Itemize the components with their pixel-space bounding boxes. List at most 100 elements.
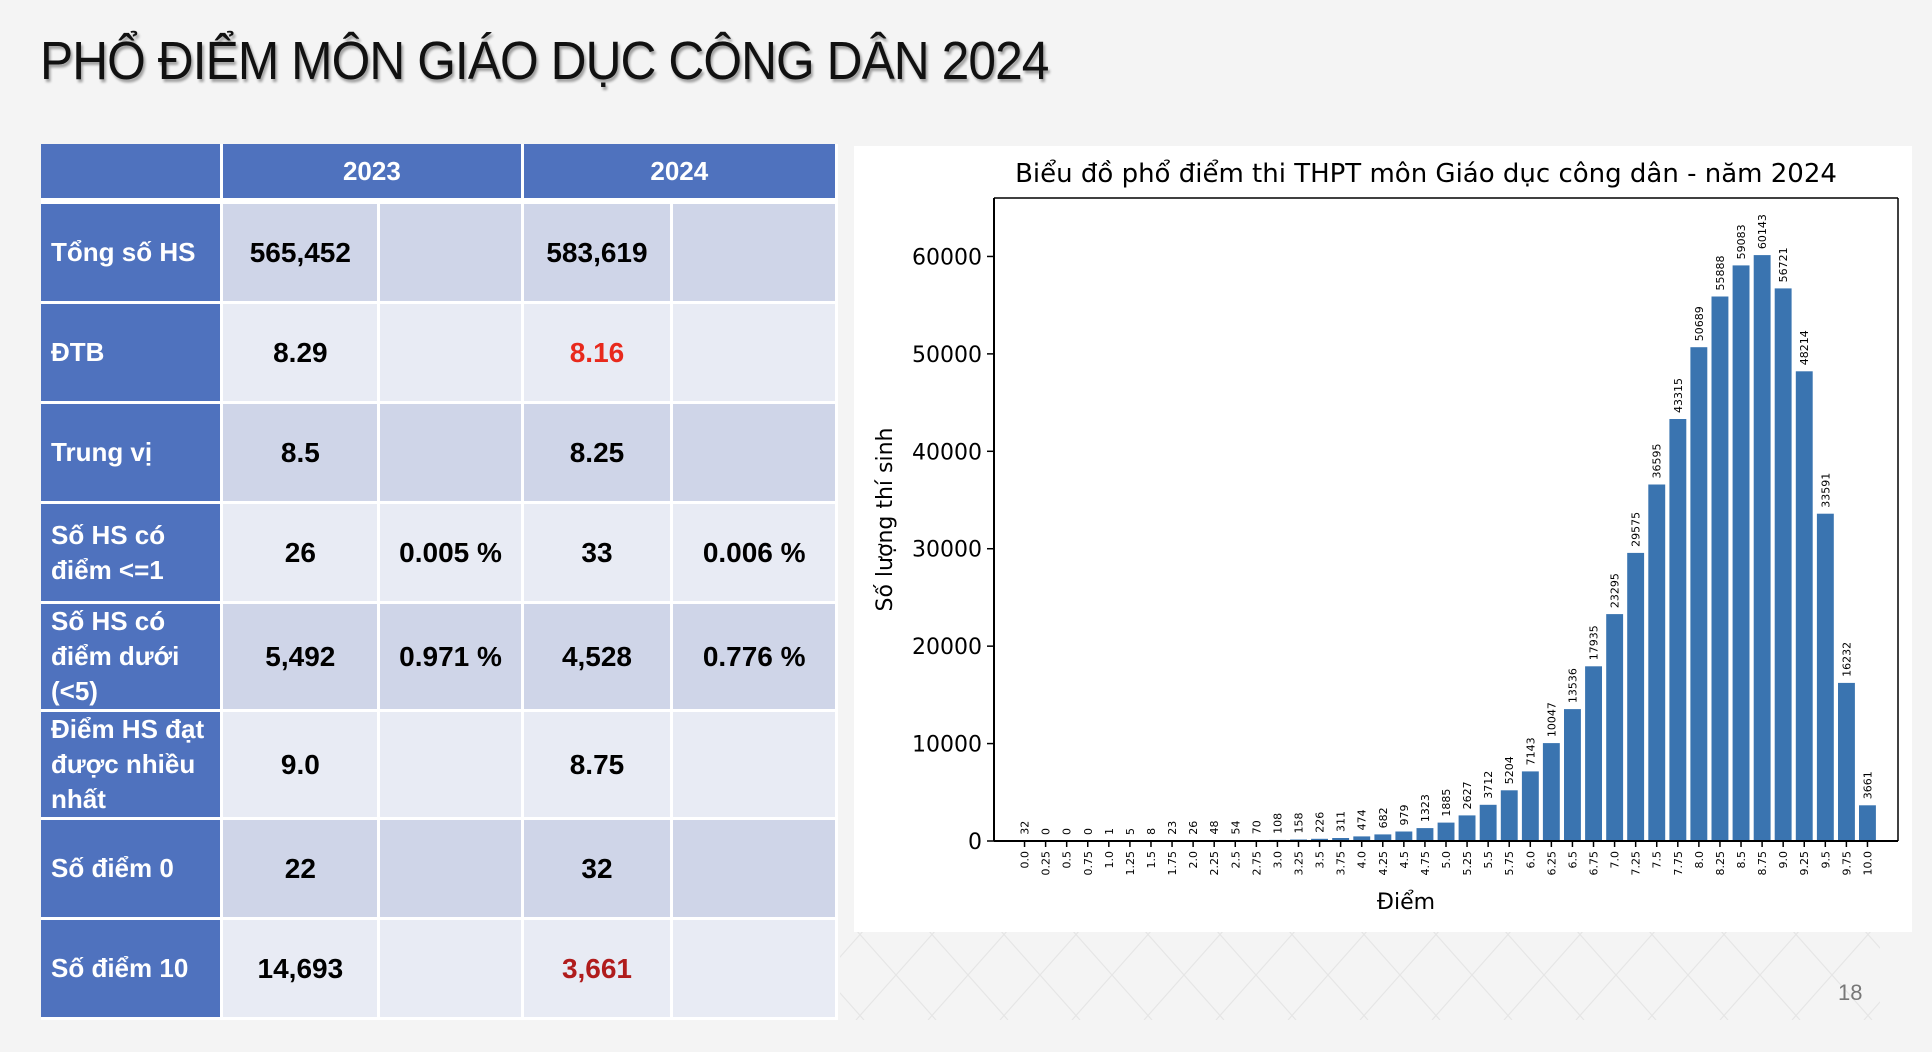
x-tick-label: 0.75 xyxy=(1082,851,1095,876)
bar-value-label: 0 xyxy=(1061,828,1074,835)
x-tick-label: 4.25 xyxy=(1377,851,1390,876)
bar-value-label: 5204 xyxy=(1503,756,1516,784)
bar xyxy=(1585,666,1602,841)
bar xyxy=(1542,743,1560,841)
bar xyxy=(1753,255,1771,842)
bar xyxy=(1458,815,1476,841)
percent-2023 xyxy=(380,920,524,1020)
bar-value-label: 3661 xyxy=(1862,771,1875,799)
bar-value-label: 23 xyxy=(1166,821,1179,835)
row-label: ĐTB xyxy=(41,304,224,404)
x-tick-label: 3.75 xyxy=(1335,851,1348,876)
bar-value-label: 17935 xyxy=(1588,625,1601,660)
x-tick-label: 6.25 xyxy=(1545,851,1558,876)
x-tick-label: 7.25 xyxy=(1630,851,1643,876)
value-2023: 8.5 xyxy=(223,404,381,504)
x-tick-label: 2.25 xyxy=(1208,851,1221,876)
x-tick-label: 3.25 xyxy=(1293,851,1306,876)
x-tick-label: 5.25 xyxy=(1461,851,1474,876)
percent-2024 xyxy=(673,404,838,504)
x-tick-label: 6.5 xyxy=(1566,851,1579,869)
row-label: Tổng số HS xyxy=(41,204,224,304)
bar-value-label: 32 xyxy=(1019,821,1032,835)
chart-panel: Biểu đồ phổ điểm thi THPT môn Giáo dục c… xyxy=(854,146,1912,932)
x-tick-label: 3.5 xyxy=(1314,851,1327,869)
bar-value-label: 2627 xyxy=(1461,781,1474,809)
bar xyxy=(1627,552,1645,841)
x-tick-label: 1.25 xyxy=(1124,851,1137,876)
bar xyxy=(1416,828,1434,841)
table-row: Số điểm 10 14,693 3,661 xyxy=(41,920,838,1020)
score-distribution-chart: Biểu đồ phổ điểm thi THPT môn Giáo dục c… xyxy=(873,158,1899,915)
y-tick-label: 40000 xyxy=(912,440,982,465)
value-2023: 26 xyxy=(223,504,381,604)
value-2024: 33 xyxy=(523,504,674,604)
value-2023: 5,492 xyxy=(223,604,381,712)
bar xyxy=(1690,347,1708,841)
bar-value-label: 26 xyxy=(1187,821,1200,835)
bar-value-label: 16232 xyxy=(1840,642,1853,677)
percent-2023 xyxy=(380,304,524,404)
bar-value-label: 10047 xyxy=(1545,702,1558,737)
x-tick-label: 6.75 xyxy=(1588,851,1601,876)
bar-value-label: 13536 xyxy=(1566,668,1579,703)
bar-value-label: 0 xyxy=(1040,828,1053,835)
table-row: Trung vị 8.5 8.25 xyxy=(41,404,838,504)
y-tick-label: 60000 xyxy=(912,245,982,270)
x-tick-label: 7.5 xyxy=(1651,851,1664,869)
table-row: Điểm HS đạt được nhiều nhất 9.0 8.75 xyxy=(41,712,838,820)
bar-value-label: 108 xyxy=(1271,813,1284,834)
value-2023: 565,452 xyxy=(223,204,381,304)
x-tick-label: 9.25 xyxy=(1798,851,1811,876)
row-label: Điểm HS đạt được nhiều nhất xyxy=(41,712,224,820)
bar xyxy=(1795,371,1813,841)
bar-value-label: 23295 xyxy=(1609,573,1622,608)
bar-value-label: 1 xyxy=(1103,828,1116,835)
header-2023: 2023 xyxy=(223,144,524,204)
bar-value-label: 59083 xyxy=(1735,224,1748,259)
bar-value-label: 29575 xyxy=(1630,512,1643,547)
table-row: Số HS có điểm <=1 26 0.005 % 33 0.006 % xyxy=(41,504,838,604)
x-tick-label: 4.0 xyxy=(1356,851,1369,869)
bar-value-label: 70 xyxy=(1250,820,1263,834)
page-number: 18 xyxy=(1838,980,1863,1005)
percent-2023 xyxy=(380,820,524,920)
bar-value-label: 8 xyxy=(1145,828,1158,835)
bar xyxy=(1479,804,1497,841)
bar-value-label: 3712 xyxy=(1482,771,1495,799)
x-tick-label: 1.0 xyxy=(1103,851,1116,869)
bar xyxy=(1669,419,1687,841)
bar-value-label: 54 xyxy=(1229,821,1242,835)
bar xyxy=(1395,831,1413,841)
bar-value-label: 979 xyxy=(1398,805,1411,826)
x-tick-label: 9.5 xyxy=(1819,851,1832,869)
table-row: Tổng số HS 565,452 583,619 xyxy=(41,204,838,304)
value-2023: 8.29 xyxy=(223,304,381,404)
bar-value-label: 56721 xyxy=(1777,247,1790,282)
bar xyxy=(1859,805,1876,841)
bar-value-label: 158 xyxy=(1293,813,1306,834)
table-row: ĐTB 8.29 8.16 xyxy=(41,304,838,404)
background-lattice xyxy=(840,930,1880,1020)
table-row: Số điểm 0 22 32 xyxy=(41,820,838,920)
x-tick-label: 2.75 xyxy=(1250,851,1263,876)
x-tick-label: 0.25 xyxy=(1040,851,1053,876)
x-tick-label: 7.0 xyxy=(1609,851,1622,869)
x-tick-label: 5.0 xyxy=(1440,851,1453,869)
table-row: Số HS có điểm dưới (<5) 5,492 0.971 % 4,528… xyxy=(41,604,838,712)
value-2024: 32 xyxy=(523,820,674,920)
percent-2024 xyxy=(673,304,838,404)
row-label: Số HS có điểm <=1 xyxy=(41,504,224,604)
bar xyxy=(1606,614,1624,841)
y-tick-label: 0 xyxy=(968,830,982,855)
row-label: Trung vị xyxy=(41,404,224,504)
row-label: Số điểm 10 xyxy=(41,920,224,1020)
value-2024: 8.75 xyxy=(523,712,674,820)
bar xyxy=(1774,288,1792,841)
statistics-table: 2023 2024 Tổng số HS 565,452 583,619 ĐTB 8.2… xyxy=(41,144,838,1020)
percent-2023 xyxy=(380,404,524,504)
bar-value-label: 311 xyxy=(1335,811,1348,832)
header-2024: 2024 xyxy=(523,144,838,204)
bar xyxy=(1732,265,1750,841)
percent-2024 xyxy=(673,204,838,304)
